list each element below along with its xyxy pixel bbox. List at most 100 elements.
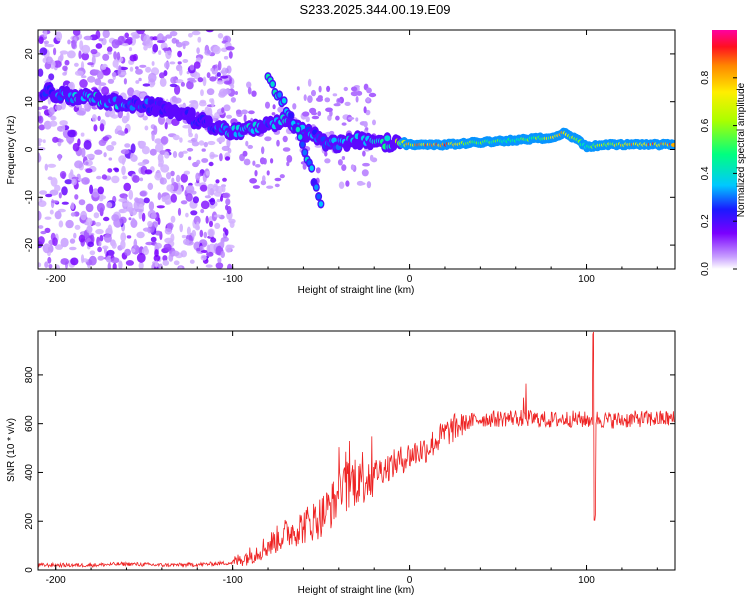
spectral-cell: [230, 84, 235, 89]
snr-y-label: SNR (10 * v/v): [6, 418, 17, 482]
x-tick-label: -200: [46, 575, 66, 586]
spectral-cell: [216, 72, 221, 77]
spectral-cell: [72, 142, 80, 152]
spectral-cell: [86, 153, 95, 159]
spectral-cell: [182, 59, 189, 63]
y-tick-label: 400: [24, 464, 35, 481]
spectral-cell: [51, 200, 59, 204]
spectral-cell: [384, 135, 391, 142]
spectral-cell: [141, 212, 146, 222]
spectral-cell: [52, 237, 58, 247]
spectral-cell: [93, 212, 100, 219]
spectral-cell: [58, 220, 64, 228]
spectral-cell: [202, 76, 207, 87]
spectral-cell: [151, 131, 155, 142]
spectral-cell: [43, 40, 50, 45]
spectral-cell: [123, 182, 131, 192]
spectral-cell: [222, 227, 227, 233]
spectral-cell: [279, 174, 285, 179]
spectral-cell: [81, 52, 90, 61]
spectral-cell: [324, 158, 331, 164]
spectral-cell: [311, 115, 320, 120]
spectral-cell: [85, 203, 94, 213]
spectral-cell: [221, 107, 225, 114]
spectral-cell: [205, 170, 210, 176]
spectral-cell: [355, 96, 359, 103]
spectral-cell: [169, 83, 178, 88]
spectral-cell: [136, 231, 145, 239]
spectral-cell: [247, 144, 253, 149]
spectral-cell: [200, 254, 207, 261]
spectral-cell: [226, 114, 232, 119]
spectral-cell: [58, 153, 62, 161]
spectral-cell: [64, 179, 73, 185]
spectral-cell: [38, 225, 44, 229]
spectral-cell: [210, 237, 217, 243]
spectral-cell: [223, 55, 229, 60]
spectral-cell: [111, 241, 117, 249]
spectral-cell: [152, 43, 159, 53]
spectral-cell: [178, 266, 183, 269]
spectral-cell: [45, 56, 53, 65]
spectral-cell: [209, 98, 214, 103]
spectral-cell: [198, 140, 205, 146]
y-tick-label: -20: [24, 237, 35, 252]
spectral-cell: [251, 90, 257, 97]
spectral-cell: [45, 193, 53, 198]
spectral-cell: [209, 220, 213, 228]
spectral-cell: [102, 53, 110, 61]
spectral-cell: [188, 33, 193, 38]
spectral-cell: [103, 152, 107, 158]
spectral-cell: [121, 43, 129, 47]
spectral-cell: [124, 32, 129, 39]
y-tick-label: 600: [24, 415, 35, 432]
spectral-cell: [38, 115, 44, 124]
spectral-cell: [366, 87, 372, 94]
spectral-cell: [128, 189, 134, 200]
spectral-cell: [139, 177, 144, 182]
colorbar-tick-label: 0.4: [700, 166, 711, 180]
spectral-cell: [200, 200, 210, 210]
spectral-cell: [254, 170, 258, 177]
spectral-cell: [196, 47, 200, 54]
spectral-cell: [277, 106, 285, 113]
x-tick-label: -200: [46, 274, 66, 285]
spectral-cell: [266, 185, 274, 189]
spectral-cell: [325, 107, 333, 113]
spectral-cell: [128, 47, 133, 52]
spectral-cell: [183, 170, 191, 175]
spectral-cell: [309, 165, 314, 171]
spectral-cell: [99, 197, 104, 202]
spectral-cell: [107, 262, 111, 269]
spectral-cell: [177, 207, 182, 216]
spectral-cell: [194, 133, 199, 140]
snr-frame: [37, 330, 676, 571]
spectral-cell: [113, 51, 117, 60]
spectral-cell: [97, 255, 105, 261]
colorbar-label: Normalized spectral amplitude: [736, 82, 747, 217]
spectral-cell: [124, 127, 129, 134]
spectrogram-x-label: Height of straight line (km): [298, 285, 415, 296]
spectral-cell: [148, 201, 155, 211]
spectral-cell: [121, 165, 126, 176]
spectral-cell: [222, 177, 227, 182]
colorbar-tick-label: 0.0: [700, 262, 711, 276]
spectral-cell: [362, 162, 370, 167]
spectral-cell: [116, 51, 121, 61]
spectral-cell: [208, 229, 214, 237]
spectral-cell: [359, 182, 366, 186]
spectral-cell: [118, 198, 127, 202]
spectral-cell: [96, 175, 102, 180]
spectral-cell: [332, 93, 338, 97]
spectral-cell: [234, 91, 238, 95]
spectral-cell: [182, 43, 186, 50]
spectral-cell: [150, 236, 157, 243]
spectral-cell: [314, 184, 319, 191]
spectral-cell: [221, 185, 226, 193]
spectral-cell: [85, 217, 93, 227]
spectral-cell: [243, 158, 251, 166]
spectral-cell: [341, 122, 347, 126]
spectral-cell: [318, 85, 322, 93]
spectral-cell: [70, 257, 79, 266]
